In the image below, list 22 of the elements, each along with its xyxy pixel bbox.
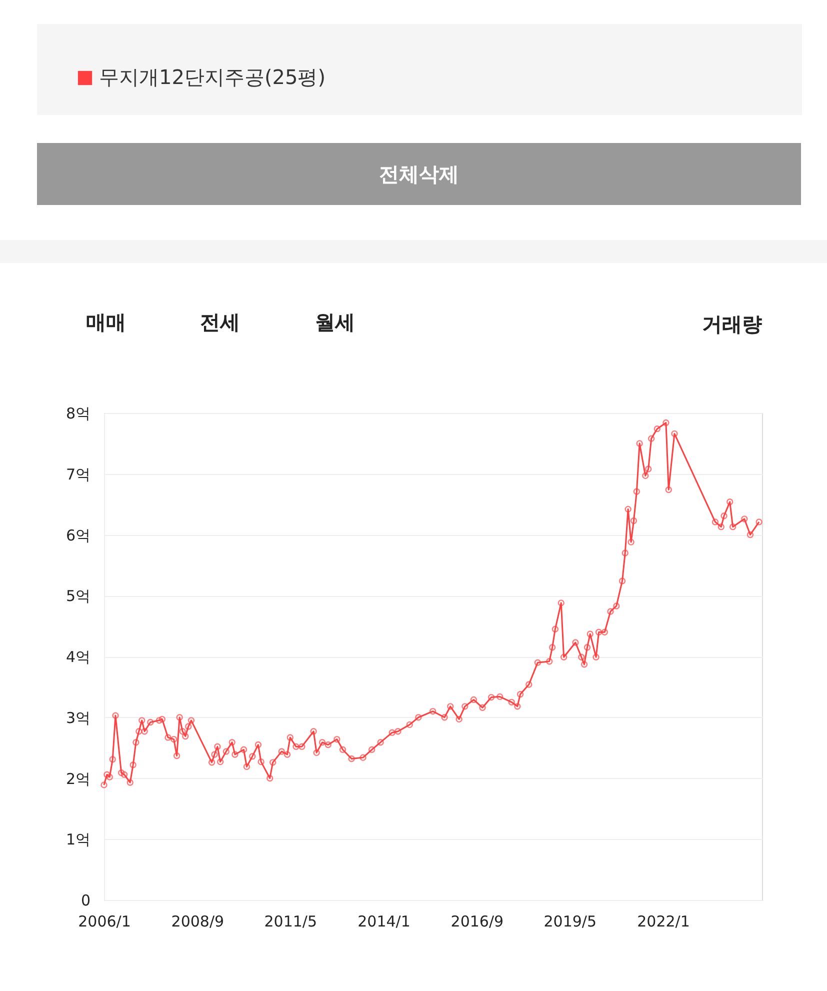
y-tick-label: 0 <box>80 892 90 910</box>
legend-label: 무지개12단지주공(25평) <box>99 65 326 89</box>
y-tick-label: 5억 <box>66 587 90 606</box>
text: 매매 <box>86 310 126 334</box>
x-tick-label: 2016/9 <box>450 912 504 930</box>
x-tick-label: 2006/1 <box>78 912 131 930</box>
x-tick-label: 2019/5 <box>544 912 597 930</box>
x-tick-label: 2014/1 <box>358 912 410 930</box>
text: 전체삭제 <box>379 162 459 186</box>
y-tick-label: 6억 <box>66 526 90 544</box>
y-tick-label: 7억 <box>66 465 90 484</box>
text: 거래량 <box>702 312 762 336</box>
y-tick-label: 1억 <box>66 830 90 849</box>
x-tick-label: 2022/1 <box>637 912 690 930</box>
x-tick-label: 2008/9 <box>171 912 224 930</box>
y-tick-label: 8억 <box>66 404 90 422</box>
text: 전세 <box>200 310 240 334</box>
y-tick-label: 3억 <box>66 708 90 727</box>
y-tick-label: 2억 <box>66 770 90 788</box>
y-tick-label: 4억 <box>66 648 90 666</box>
text: 월세 <box>315 310 355 334</box>
x-tick-label: 2011/5 <box>264 912 318 930</box>
